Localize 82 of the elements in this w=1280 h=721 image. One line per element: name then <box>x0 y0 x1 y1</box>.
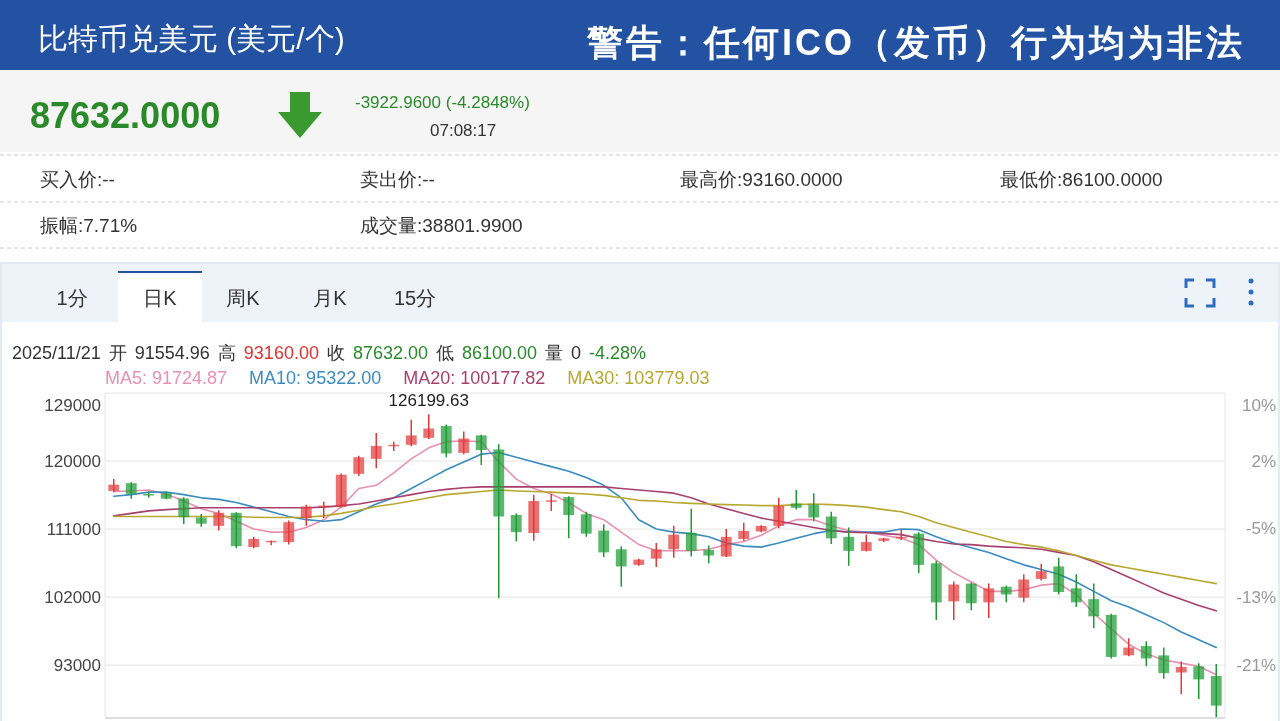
y2-tick-label: -13% <box>1236 587 1276 607</box>
text: 93160.00 <box>243 343 319 363</box>
candlestick <box>283 519 295 546</box>
text: 日K <box>143 287 178 309</box>
text: 最高价:93160.0000 <box>680 168 843 190</box>
text: 15分 <box>393 287 437 309</box>
candlestick <box>1018 573 1030 604</box>
text: 1分 <box>56 287 88 309</box>
candlestick <box>353 454 365 477</box>
text: 最低价:86100.0000 <box>1000 168 1163 190</box>
candlestick <box>615 545 627 588</box>
text: -4.28% <box>589 343 647 363</box>
candlestick <box>738 522 750 542</box>
text: 高 <box>217 343 236 363</box>
candlestick <box>370 432 382 469</box>
text: 比特币兑美元 (美元/个) <box>38 21 345 55</box>
text: 成交量:38801.9900 <box>360 214 523 236</box>
text: MA5: 91724.87 <box>105 368 228 388</box>
candlestick <box>1158 646 1170 680</box>
candlestick <box>405 419 417 448</box>
text: 07:08:17 <box>430 120 497 140</box>
candlestick <box>423 413 435 440</box>
text: 87632.0000 <box>30 94 221 136</box>
candlestick <box>843 526 855 567</box>
annotation: 126199.63 <box>388 390 469 410</box>
text: 收 <box>326 343 345 363</box>
text: 量 <box>545 343 564 363</box>
y2-tick-label: 2% <box>1251 451 1276 471</box>
y2-tick-label: -5% <box>1245 519 1276 539</box>
candlestick <box>580 511 592 538</box>
candlestick <box>458 430 470 455</box>
text: MA10: 95322.00 <box>249 368 382 388</box>
text: 开 <box>108 343 127 363</box>
candlestick <box>650 542 662 568</box>
text: MA20: 100177.82 <box>403 368 546 388</box>
candlestick <box>668 525 680 559</box>
text: 买入价:-- <box>40 168 115 190</box>
text: 月K <box>313 287 348 309</box>
candlestick <box>563 495 575 540</box>
text: -3922.9600 (-4.2848%) <box>355 92 530 112</box>
candlestick <box>1123 637 1135 658</box>
candlestick <box>510 512 522 543</box>
candlestick <box>178 496 190 526</box>
candlestick <box>1175 660 1187 696</box>
y-tick-label: 93000 <box>53 655 101 675</box>
y2-tick-label: -21% <box>1236 656 1276 676</box>
candlestick <box>825 511 837 545</box>
text: 2025/11/21 <box>12 343 101 363</box>
line-series <box>112 451 1218 649</box>
text: 卖出价:-- <box>360 168 435 190</box>
candlestick <box>475 434 487 466</box>
candlestick <box>300 503 312 527</box>
candlestick <box>808 492 820 522</box>
candlestick <box>983 582 995 619</box>
y-tick-label: 120000 <box>44 451 101 471</box>
candlestick <box>790 489 802 511</box>
text: 周K <box>226 287 261 309</box>
text: 87632.00 <box>352 343 428 363</box>
text: 86100.00 <box>462 343 538 363</box>
text: 0 <box>571 343 582 363</box>
candlestick <box>1088 582 1100 629</box>
candlestick <box>1140 640 1152 668</box>
text: 低 <box>436 343 454 363</box>
y-tick-label: 102000 <box>44 587 101 607</box>
line-series <box>112 486 1218 612</box>
y2-tick-label: 10% <box>1241 395 1276 415</box>
candlestick <box>1070 573 1082 608</box>
candlestick <box>948 580 960 621</box>
candlestick <box>1193 662 1205 700</box>
text: 警告：任何ICO（发币）行为均为非法 <box>585 21 1245 63</box>
y-tick-label: 111000 <box>46 519 101 539</box>
candlestick <box>773 497 785 530</box>
text: 振幅:7.71% <box>40 214 138 236</box>
candlestick <box>598 523 610 558</box>
candlestick <box>685 507 697 558</box>
text: MA30: 103779.03 <box>567 368 710 388</box>
candlestick <box>720 528 732 558</box>
candlestick <box>965 581 977 611</box>
candlestick <box>213 509 225 532</box>
line-series <box>112 489 1218 585</box>
text: 91554.96 <box>134 343 210 363</box>
y-tick-label: 129000 <box>44 395 101 415</box>
